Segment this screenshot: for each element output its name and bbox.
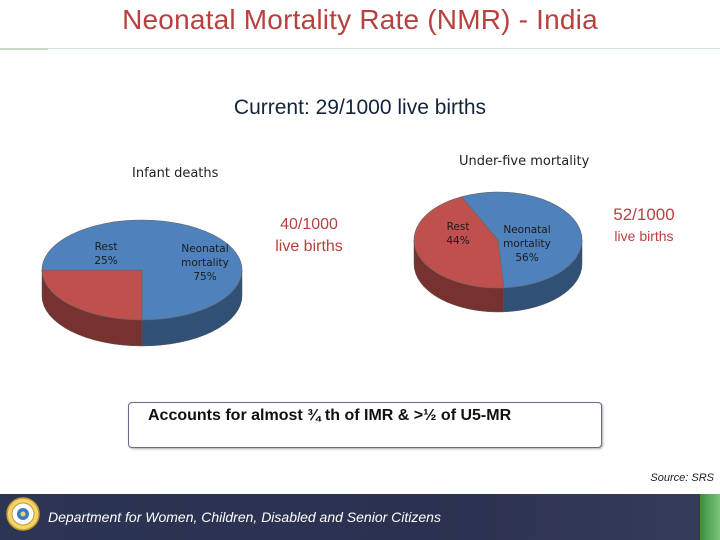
callout-box: [128, 402, 602, 448]
footer-accent: [700, 494, 720, 540]
pie2-rate-unit: live births: [614, 228, 674, 244]
pie2-title: Under-five mortality: [459, 154, 590, 169]
pie2-rate: 52/1000 live births: [596, 204, 692, 246]
pie1-title: Infant deaths: [132, 166, 219, 181]
pie2-slice-1: [461, 191, 583, 289]
pie1-slice-0: [41, 269, 143, 321]
pie2-rest-name: Rest: [446, 221, 470, 233]
pie2-neonatal-name: Neonatal mortality: [503, 224, 551, 250]
pie1-slice-1: [41, 219, 243, 321]
pie1-rate-unit: live births: [275, 238, 343, 255]
callout-text: Accounts for almost ¾ th of IMR & >½ of …: [148, 407, 512, 424]
pie1-neonatal-pct: 75%: [193, 271, 217, 283]
page-title: Neonatal Mortality Rate (NMR) - India: [122, 4, 598, 35]
pie1-rest-pct: 25%: [94, 255, 118, 267]
footer-department: Department for Women, Children, Disabled…: [48, 509, 441, 525]
under-five-mortality-pie: [413, 191, 583, 313]
pie2-neonatal-pct: 56%: [515, 252, 539, 264]
pie2-slice-0: [413, 196, 505, 289]
pie2-rest-pct: 44%: [446, 235, 470, 247]
state-seal-icon: [6, 497, 40, 531]
footer-bar: [0, 494, 720, 540]
pie1-neonatal-label: Neonatal mortality 75%: [172, 242, 238, 284]
pie1-neonatal-name: Neonatal mortality: [181, 243, 229, 269]
pie1-rest-label: Rest 25%: [86, 240, 126, 268]
pie1-rest-name: Rest: [94, 241, 118, 253]
pie2-rate-value: 52/1000: [613, 205, 675, 224]
infant-deaths-pie: [41, 219, 243, 347]
current-nmr: Current: 29/1000 live births: [233, 96, 487, 119]
title-rule-accent: [0, 48, 48, 50]
source-note: Source: SRS: [650, 472, 714, 484]
pie2-neonatal-label: Neonatal mortality 56%: [494, 223, 560, 265]
pie2-rest-label: Rest 44%: [440, 220, 476, 248]
pie1-rate: 40/1000 live births: [262, 214, 356, 258]
title-rule: [48, 48, 720, 49]
pie1-rate-value: 40/1000: [280, 216, 338, 233]
